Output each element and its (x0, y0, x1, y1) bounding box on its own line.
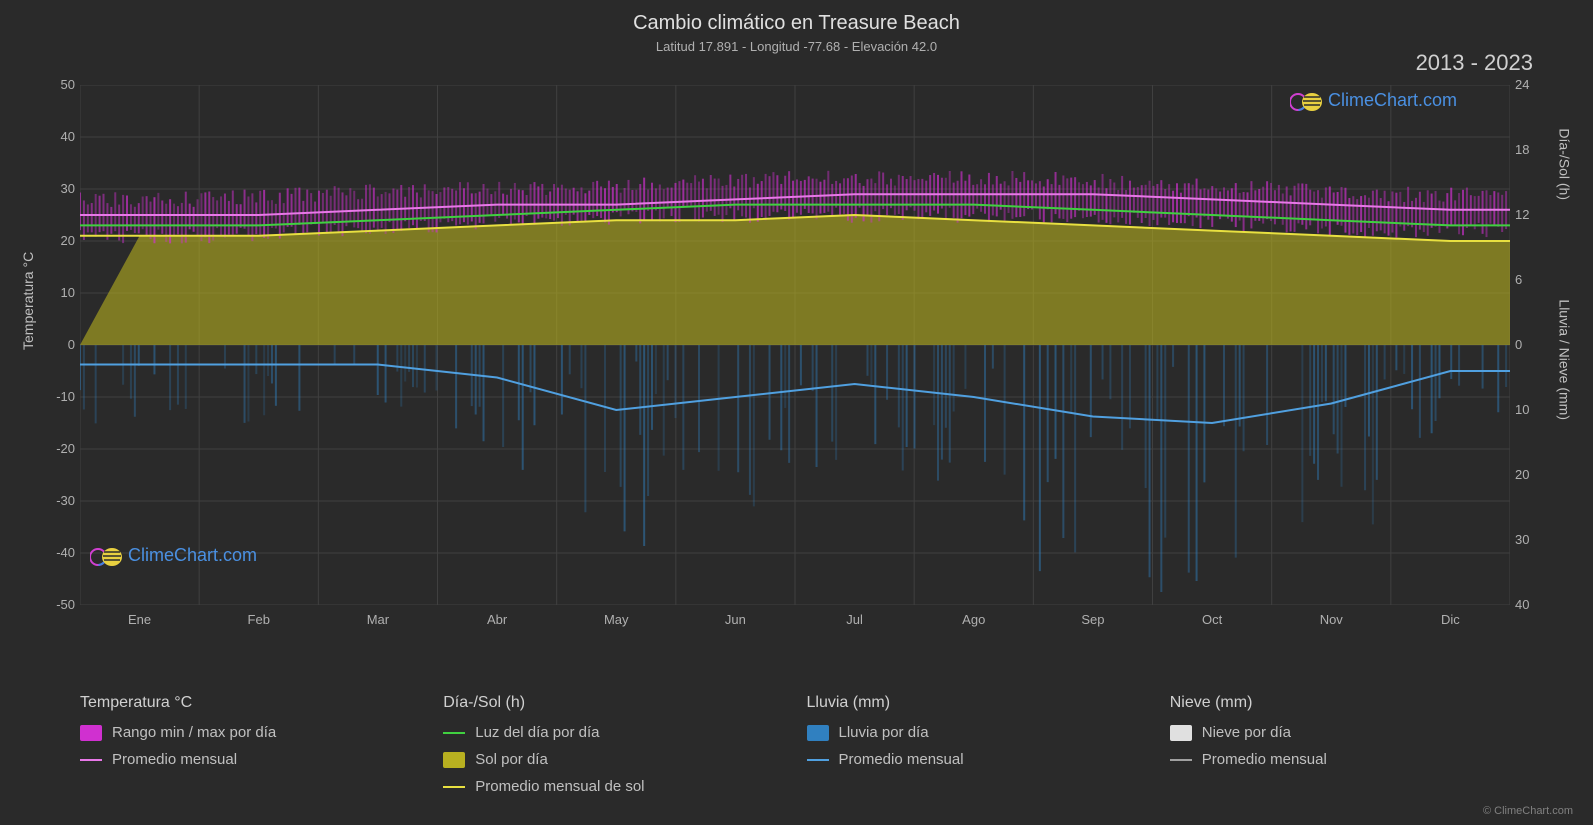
y-tick-right-top: 0 (1515, 337, 1545, 352)
legend-item: Sol por día (443, 751, 806, 768)
legend-label: Nieve por día (1202, 724, 1291, 741)
x-tick: Ago (954, 612, 994, 627)
legend-line (807, 759, 829, 761)
legend-swatch (443, 752, 465, 768)
x-tick: Abr (477, 612, 517, 627)
y-tick-right-bottom: 40 (1515, 597, 1545, 612)
y-axis-right-top-label: Día-/Sol (h) (1557, 128, 1573, 200)
legend-swatch (1170, 725, 1192, 741)
x-tick: Sep (1073, 612, 1113, 627)
y-tick-right-bottom: 30 (1515, 532, 1545, 547)
legend-line (443, 732, 465, 734)
legend-item: Rango min / max por día (80, 724, 443, 741)
chart-subtitle: Latitud 17.891 - Longitud -77.68 - Eleva… (0, 35, 1593, 54)
legend-group-title: Temperatura °C (80, 694, 443, 712)
y-tick-left: -40 (45, 545, 75, 560)
legend-item: Promedio mensual (80, 751, 443, 768)
x-tick: May (596, 612, 636, 627)
legend-label: Lluvia por día (839, 724, 929, 741)
y-tick-left: 50 (45, 77, 75, 92)
legend-label: Promedio mensual (1202, 751, 1327, 768)
legend-line (443, 786, 465, 788)
legend-group: Día-/Sol (h) Luz del día por día Sol por d… (443, 694, 806, 805)
legend-swatch (807, 725, 829, 741)
chart-title: Cambio climático en Treasure Beach (0, 0, 1593, 35)
legend: Temperatura °C Rango min / max por día Pro… (80, 694, 1533, 805)
legend-swatch (80, 725, 102, 741)
x-tick: Mar (358, 612, 398, 627)
year-range: 2013 - 2023 (1416, 50, 1533, 76)
y-tick-right-bottom: 20 (1515, 467, 1545, 482)
y-tick-left: -10 (45, 389, 75, 404)
legend-item: Luz del día por día (443, 724, 806, 741)
x-tick: Dic (1430, 612, 1470, 627)
y-tick-left: -20 (45, 441, 75, 456)
legend-item: Promedio mensual de sol (443, 778, 806, 795)
legend-item: Nieve por día (1170, 724, 1533, 741)
climechart-logo-icon (1290, 91, 1322, 111)
x-tick: Ene (120, 612, 160, 627)
legend-group: Temperatura °C Rango min / max por día Pro… (80, 694, 443, 805)
legend-line (80, 759, 102, 761)
y-tick-left: 20 (45, 233, 75, 248)
watermark: ClimeChart.com (90, 545, 257, 566)
x-tick: Nov (1311, 612, 1351, 627)
y-tick-left: 0 (45, 337, 75, 352)
y-tick-left: 40 (45, 129, 75, 144)
y-tick-left: -50 (45, 597, 75, 612)
x-tick: Oct (1192, 612, 1232, 627)
y-tick-right-top: 6 (1515, 272, 1545, 287)
legend-label: Sol por día (475, 751, 548, 768)
legend-group-title: Lluvia (mm) (807, 694, 1170, 712)
legend-group: Nieve (mm) Nieve por día Promedio mensual (1170, 694, 1533, 805)
y-axis-right-bottom-label: Lluvia / Nieve (mm) (1557, 299, 1573, 420)
y-tick-right-top: 12 (1515, 207, 1545, 222)
y-tick-left: -30 (45, 493, 75, 508)
x-tick: Feb (239, 612, 279, 627)
y-tick-left: 30 (45, 181, 75, 196)
x-tick: Jun (715, 612, 755, 627)
watermark-text: ClimeChart.com (128, 545, 257, 566)
watermark-text: ClimeChart.com (1328, 90, 1457, 111)
legend-group-title: Día-/Sol (h) (443, 694, 806, 712)
legend-label: Luz del día por día (475, 724, 599, 741)
plot-svg (80, 85, 1510, 605)
legend-label: Promedio mensual (112, 751, 237, 768)
y-tick-right-bottom: 10 (1515, 402, 1545, 417)
legend-item: Promedio mensual (1170, 751, 1533, 768)
legend-item: Lluvia por día (807, 724, 1170, 741)
y-tick-left: 10 (45, 285, 75, 300)
climate-chart-container: Cambio climático en Treasure Beach Latit… (0, 0, 1593, 825)
legend-label: Promedio mensual (839, 751, 964, 768)
legend-line (1170, 759, 1192, 761)
climechart-logo-icon (90, 546, 122, 566)
legend-group-title: Nieve (mm) (1170, 694, 1533, 712)
y-tick-right-top: 24 (1515, 77, 1545, 92)
legend-item: Promedio mensual (807, 751, 1170, 768)
y-axis-left-label: Temperatura °C (20, 252, 36, 350)
legend-label: Promedio mensual de sol (475, 778, 644, 795)
x-tick: Jul (835, 612, 875, 627)
watermark: ClimeChart.com (1290, 90, 1457, 111)
y-tick-right-top: 18 (1515, 142, 1545, 157)
legend-group: Lluvia (mm) Lluvia por día Promedio mensua… (807, 694, 1170, 805)
legend-label: Rango min / max por día (112, 724, 276, 741)
copyright: © ClimeChart.com (1483, 805, 1573, 817)
